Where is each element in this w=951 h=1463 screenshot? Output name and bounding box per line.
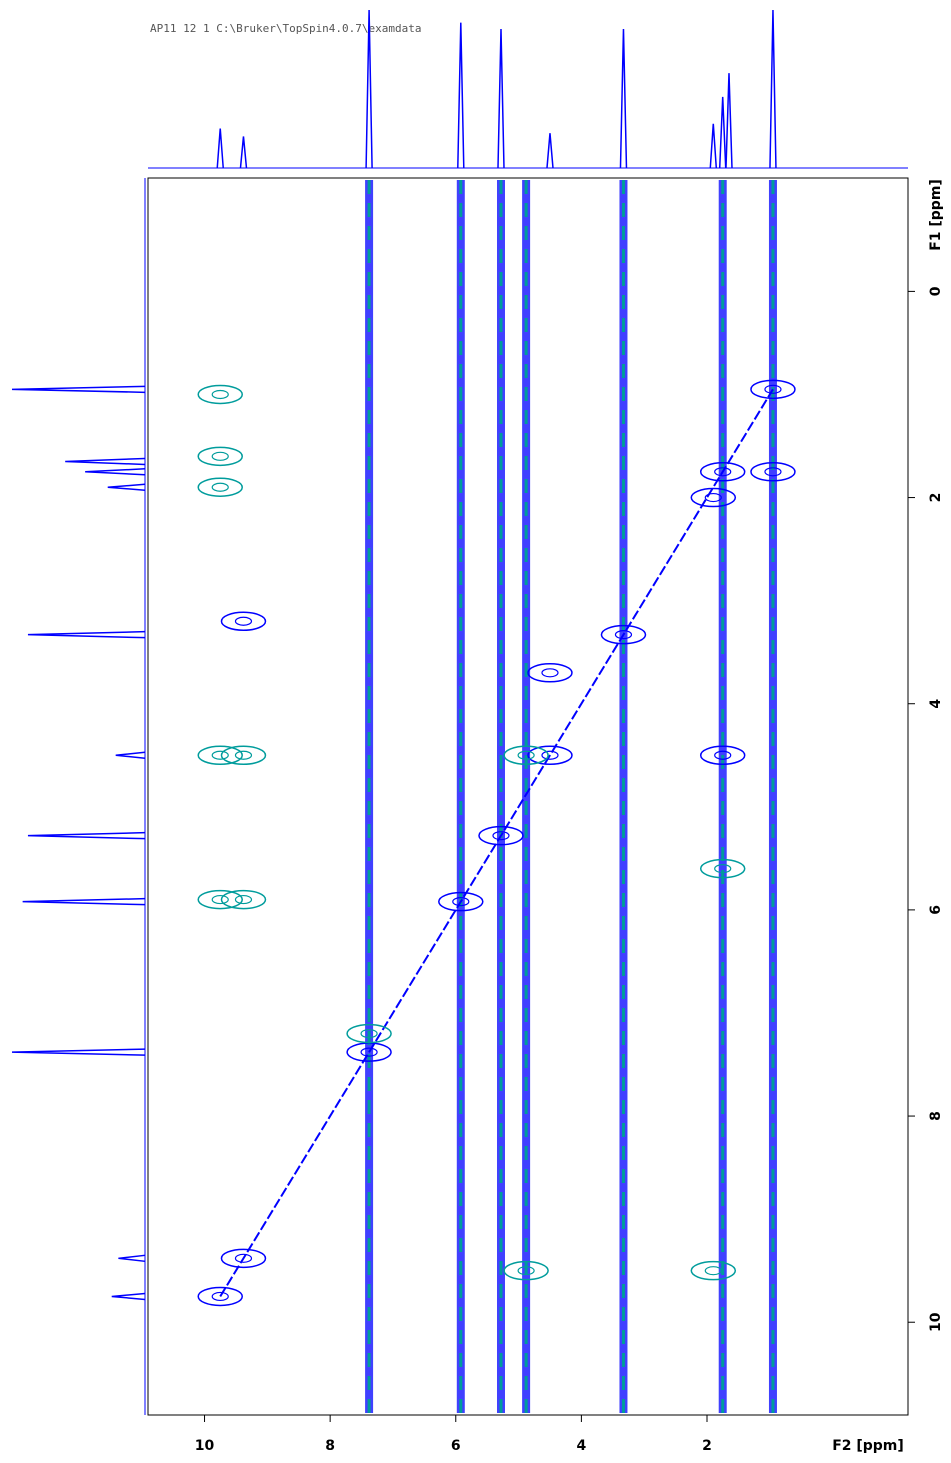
peak bbox=[197, 477, 243, 497]
y-tick-label: 6 bbox=[928, 905, 944, 915]
peak bbox=[699, 462, 746, 482]
y-tick-label: 4 bbox=[928, 699, 944, 709]
peak-core bbox=[704, 492, 722, 503]
chart-title: AP11 12 1 C:\Bruker\TopSpin4.0.7\examdat… bbox=[150, 22, 422, 35]
peak bbox=[478, 825, 524, 846]
peak bbox=[220, 611, 267, 632]
peak bbox=[197, 446, 243, 467]
streak bbox=[456, 180, 465, 1413]
peak bbox=[690, 487, 737, 508]
streak bbox=[522, 180, 531, 1413]
peak-core bbox=[211, 451, 229, 461]
peak bbox=[438, 891, 484, 912]
x-tick-label: 2 bbox=[702, 1438, 712, 1454]
peak-core bbox=[714, 864, 732, 874]
x-tick-label: 4 bbox=[577, 1438, 587, 1454]
peak bbox=[503, 1260, 549, 1281]
peak-core bbox=[492, 831, 510, 841]
projection-peak bbox=[107, 483, 146, 491]
streak bbox=[365, 180, 374, 1413]
peak-core bbox=[714, 467, 732, 477]
projection-peak bbox=[216, 128, 224, 169]
y-tick-label: 2 bbox=[928, 493, 944, 503]
peak-core bbox=[360, 1047, 378, 1057]
peak bbox=[503, 745, 549, 766]
peak-core bbox=[704, 1266, 722, 1276]
peak-core bbox=[714, 750, 732, 760]
projection-peak bbox=[769, 9, 777, 169]
peak-core bbox=[234, 750, 253, 760]
peak bbox=[699, 745, 746, 766]
projection-peak bbox=[11, 1048, 146, 1056]
diagonal bbox=[219, 388, 774, 1297]
y-tick-label: 10 bbox=[928, 1312, 944, 1332]
peak bbox=[197, 745, 243, 766]
peak bbox=[220, 1248, 267, 1269]
peak bbox=[600, 624, 647, 645]
projection-peak bbox=[457, 22, 465, 169]
streak bbox=[496, 180, 505, 1413]
projection-peak bbox=[365, 9, 373, 169]
projection-peak bbox=[65, 457, 146, 466]
peak bbox=[750, 462, 796, 482]
streak bbox=[619, 180, 628, 1413]
x-axis-label: F2 [ppm] bbox=[832, 1438, 904, 1454]
projection-peak bbox=[546, 133, 554, 169]
peak bbox=[750, 379, 796, 400]
projection-peak bbox=[27, 831, 146, 840]
peak-core bbox=[234, 1253, 253, 1263]
projection-peak bbox=[118, 1254, 146, 1263]
projection-peak bbox=[22, 897, 146, 906]
peak bbox=[527, 745, 573, 766]
y-tick-label: 8 bbox=[928, 1111, 944, 1121]
peak bbox=[197, 1286, 243, 1307]
peak-core bbox=[211, 750, 229, 760]
projection-peak bbox=[85, 468, 146, 476]
projection-peak bbox=[11, 385, 146, 394]
peak-core bbox=[517, 750, 535, 760]
peak-core bbox=[541, 668, 559, 678]
peak bbox=[197, 889, 243, 910]
peak-core bbox=[234, 894, 253, 905]
projection-peak bbox=[27, 630, 146, 639]
projection-peak bbox=[497, 28, 505, 169]
projection-peak bbox=[709, 123, 718, 169]
y-axis-label: F1 [ppm] bbox=[928, 179, 944, 251]
peak-core bbox=[360, 1028, 378, 1039]
projection-peak bbox=[619, 28, 628, 169]
streak bbox=[718, 180, 727, 1413]
peak-core bbox=[541, 750, 559, 760]
peak bbox=[220, 889, 267, 910]
peak-core bbox=[517, 1266, 535, 1276]
peak-core bbox=[211, 389, 229, 400]
projection-peak bbox=[718, 96, 727, 169]
peak-core bbox=[211, 1291, 229, 1302]
peak bbox=[220, 745, 267, 766]
peak bbox=[346, 1023, 392, 1044]
plot-frame bbox=[147, 177, 909, 1416]
x-tick-label: 6 bbox=[451, 1438, 461, 1454]
streak bbox=[768, 180, 777, 1413]
peak-core bbox=[211, 482, 229, 492]
peak-core bbox=[452, 897, 470, 907]
x-tick-label: 10 bbox=[195, 1438, 215, 1454]
peak bbox=[197, 384, 243, 405]
peak-core bbox=[614, 630, 633, 640]
peak bbox=[699, 858, 746, 879]
peak bbox=[527, 663, 573, 683]
projection-peak bbox=[111, 1292, 146, 1301]
projection-peak bbox=[725, 73, 733, 169]
peak-core bbox=[764, 384, 782, 394]
peak-core bbox=[211, 894, 229, 905]
peak-core bbox=[234, 616, 253, 626]
peak bbox=[690, 1260, 737, 1281]
projection-peak bbox=[115, 751, 146, 760]
y-tick-label: 0 bbox=[928, 286, 944, 296]
projection-peak bbox=[239, 136, 248, 169]
peak-core bbox=[764, 467, 782, 477]
x-tick-label: 8 bbox=[325, 1438, 335, 1454]
